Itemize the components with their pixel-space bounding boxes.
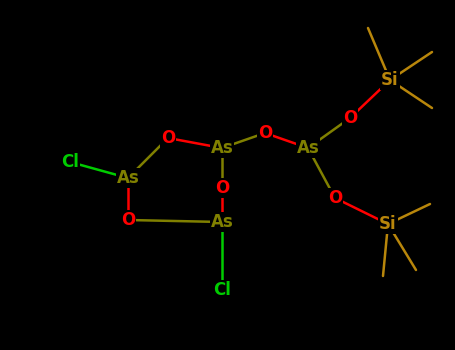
Text: Si: Si [379,215,397,233]
Text: As: As [211,139,233,157]
Text: As: As [116,169,139,187]
Text: Si: Si [381,71,399,89]
Text: As: As [211,213,233,231]
Text: Cl: Cl [213,281,231,299]
Text: As: As [297,139,319,157]
Text: O: O [121,211,135,229]
Text: O: O [328,189,342,207]
Text: O: O [215,179,229,197]
Text: Cl: Cl [61,153,79,171]
Text: O: O [161,129,175,147]
Text: O: O [258,124,272,142]
Text: O: O [343,109,357,127]
